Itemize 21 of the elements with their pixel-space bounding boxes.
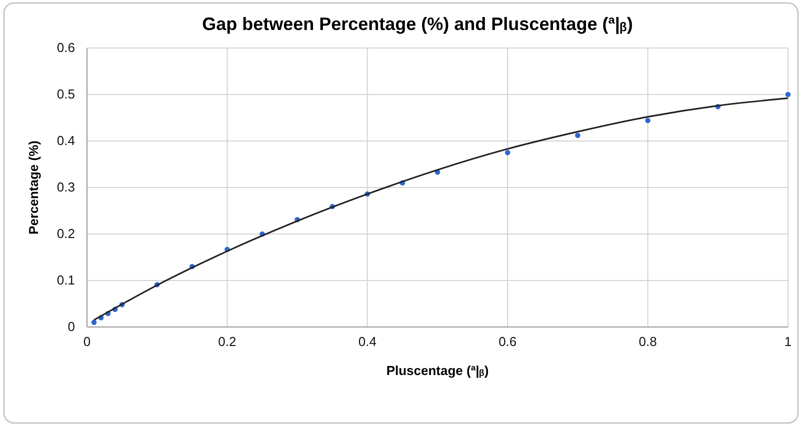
y-axis-title: Percentage (%) bbox=[26, 140, 41, 234]
x-axis-title: Pluscentage (ª|ᵦ) bbox=[386, 363, 489, 378]
y-tick-label: 0.4 bbox=[56, 133, 75, 148]
point bbox=[645, 118, 650, 124]
x-tick-label: 0.6 bbox=[498, 334, 517, 350]
point bbox=[504, 150, 510, 156]
x-tick-label: 0.8 bbox=[638, 334, 657, 350]
y-tick-label: 0.3 bbox=[56, 180, 75, 195]
y-tick-label: 0.1 bbox=[56, 272, 75, 288]
point bbox=[91, 320, 97, 325]
chart-title: Gap between Percentage (%) and Pluscentage (ª|ᵦ) bbox=[202, 14, 633, 34]
point bbox=[785, 92, 791, 98]
y-tick-label: 0.6 bbox=[56, 40, 75, 56]
point bbox=[575, 132, 580, 138]
x-tick-label: 0 bbox=[83, 334, 91, 350]
x-tick-label: 1 bbox=[784, 334, 792, 350]
y-tick-label: 0 bbox=[68, 319, 75, 334]
y-tick-label: 0.5 bbox=[56, 86, 75, 102]
x-tick-label: 0.2 bbox=[218, 334, 236, 350]
x-tick-label: 0.4 bbox=[358, 334, 376, 350]
y-tick-label: 0.2 bbox=[56, 226, 75, 242]
